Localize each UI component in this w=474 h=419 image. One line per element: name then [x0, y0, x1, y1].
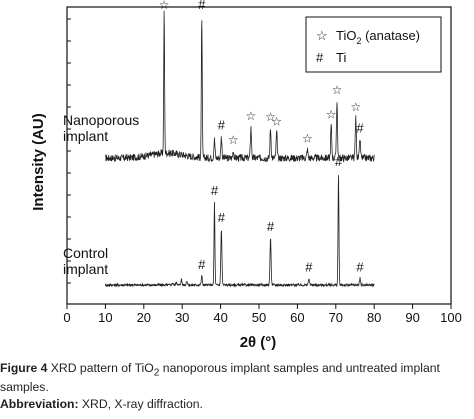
series-label: Nanoporous — [63, 112, 139, 128]
abbreviation-text: XRD, X-ray diffraction. — [78, 397, 203, 411]
series-line — [105, 10, 375, 163]
ti-peak-marker: # — [218, 118, 226, 133]
legend-label: Ti — [336, 50, 346, 65]
series-label: implant — [63, 128, 108, 144]
legend-star-icon: ☆ — [316, 28, 328, 43]
series-line — [105, 175, 375, 288]
legend-hash-icon: # — [316, 50, 324, 65]
figure-caption: Figure 4 XRD pattern of TiO2 nanoporous … — [0, 361, 472, 395]
ti-peak-marker: # — [305, 259, 313, 274]
caption-text-b: nanoporous implant samples and untreated… — [0, 361, 440, 395]
ti-peak-marker: # — [356, 259, 364, 274]
x-tick-label: 50 — [252, 310, 266, 325]
x-tick-label: 70 — [329, 310, 343, 325]
anatase-peak-marker: ☆ — [159, 0, 170, 12]
legend-box — [305, 16, 442, 73]
x-tick-label: 10 — [98, 310, 112, 325]
anatase-peak-marker: ☆ — [271, 114, 282, 128]
ti-peak-marker: # — [211, 183, 219, 198]
anatase-peak-marker: ☆ — [326, 107, 337, 121]
caption-subscript: 2 — [153, 367, 160, 379]
x-tick-label: 80 — [367, 310, 381, 325]
series-label: Control — [63, 245, 108, 261]
ti-peak-marker: # — [335, 154, 343, 169]
legend: ☆ TiO2 (anatase) # Ti — [305, 16, 442, 73]
ti-peak-marker: # — [198, 0, 206, 12]
x-tick-label: 60 — [290, 310, 304, 325]
peak-markers: ☆ ##☆☆ ☆☆☆☆☆☆######## — [159, 0, 365, 274]
ti-peak-marker: # — [198, 257, 206, 272]
abbreviation-caption: Abbreviation: XRD, X-ray diffraction. — [0, 397, 472, 412]
anatase-peak-marker: ☆ — [350, 100, 361, 114]
xrd-chart: 0 10 20 30 40 50 60 70 80 90 100 ☆ ##☆☆ ☆☆☆☆☆☆######… — [30, 0, 462, 351]
ti-peak-marker: # — [267, 219, 275, 234]
y-minor-ticks — [67, 18, 71, 284]
x-axis-label: 2θ (°) — [240, 334, 277, 351]
x-tick-label: 40 — [213, 310, 227, 325]
figure-label: Figure 4 — [0, 361, 48, 375]
legend-label: TiO2 (anatase) — [336, 28, 420, 46]
x-tick-label: 20 — [137, 310, 151, 325]
x-tick-label: 90 — [405, 310, 419, 325]
abbreviation-label: Abbreviation: — [0, 397, 79, 411]
caption-text-a: XRD pattern of TiO — [47, 361, 154, 375]
anatase-peak-marker: ☆ — [228, 133, 239, 147]
series-traces — [105, 10, 375, 288]
anatase-peak-marker: ☆ — [332, 83, 343, 97]
anatase-peak-marker: ☆ — [265, 110, 276, 124]
ti-peak-marker: # — [356, 121, 364, 136]
anatase-peak-marker: ☆ — [302, 131, 313, 145]
anatase-peak-marker: ☆ — [246, 109, 257, 123]
ti-peak-marker: # — [218, 210, 226, 225]
series-label: implant — [63, 261, 108, 277]
y-axis-label: Intensity (AU) — [30, 113, 47, 211]
x-tick-label: 100 — [440, 310, 462, 325]
x-tick-label: 0 — [63, 310, 70, 325]
x-ticks: 0 10 20 30 40 50 60 70 80 90 100 — [63, 304, 462, 325]
x-tick-label: 30 — [175, 310, 189, 325]
